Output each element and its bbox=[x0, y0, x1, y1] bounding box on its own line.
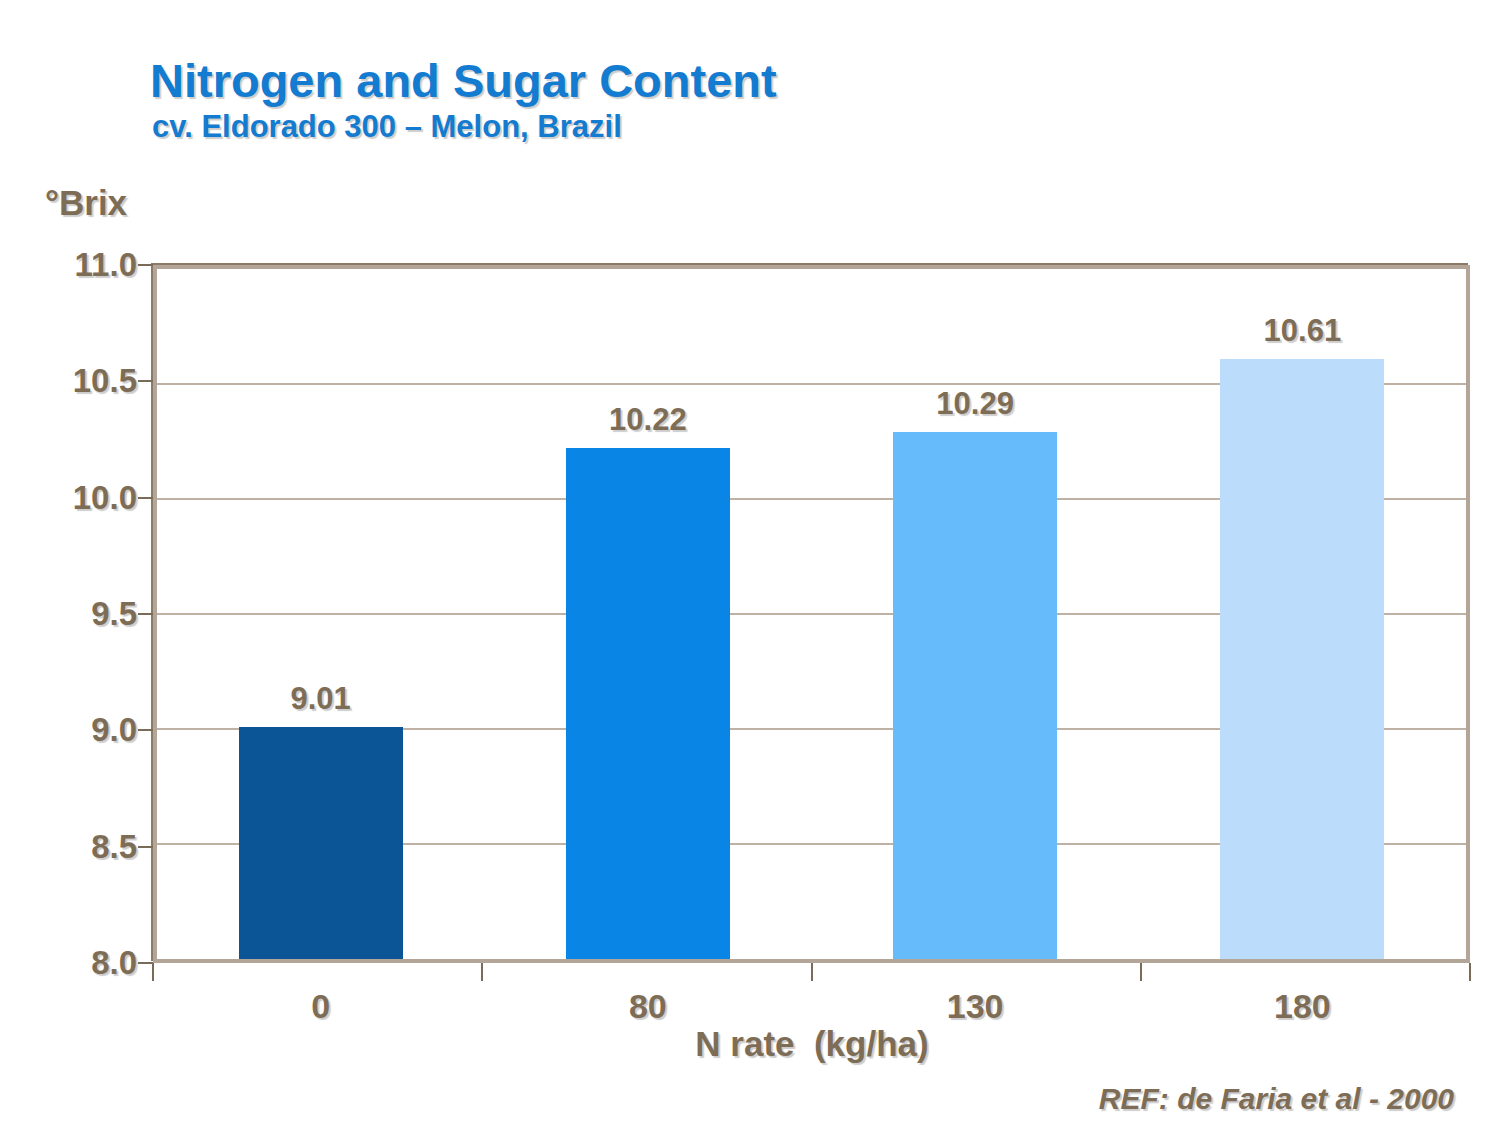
y-axis-title: °Brix bbox=[45, 183, 127, 223]
reference-text: REF: de Faria et al - 2000 bbox=[1099, 1082, 1454, 1116]
x-tick-mark bbox=[811, 963, 813, 981]
y-tick-label: 9.0 bbox=[0, 712, 137, 748]
y-tick-mark bbox=[138, 380, 153, 382]
y-tick-label: 10.5 bbox=[0, 363, 137, 399]
x-tick-mark bbox=[481, 963, 483, 981]
x-category-label: 80 bbox=[629, 987, 667, 1025]
y-tick-mark bbox=[138, 846, 153, 848]
y-tick-label: 10.0 bbox=[0, 480, 137, 516]
y-tick-mark bbox=[138, 962, 153, 964]
y-tick-label: 11.0 bbox=[0, 247, 137, 283]
x-tick-mark bbox=[1140, 963, 1142, 981]
y-tick-mark bbox=[138, 264, 153, 266]
y-tick-mark bbox=[138, 729, 153, 731]
x-axis-title: N rate (kg/ha) bbox=[695, 1024, 928, 1064]
x-category-label: 130 bbox=[947, 987, 1004, 1025]
plot-area bbox=[153, 265, 1470, 963]
y-tick-label: 8.5 bbox=[0, 829, 137, 865]
y-tick-mark bbox=[138, 613, 153, 615]
x-tick-mark bbox=[152, 963, 154, 981]
chart-subtitle: cv. Eldorado 300 – Melon, Brazil bbox=[152, 110, 622, 144]
chart-title: Nitrogen and Sugar Content bbox=[150, 56, 777, 105]
x-tick-mark bbox=[1469, 963, 1471, 981]
x-category-label: 0 bbox=[311, 987, 330, 1025]
y-tick-mark bbox=[138, 497, 153, 499]
x-category-label: 180 bbox=[1274, 987, 1331, 1025]
y-tick-label: 9.5 bbox=[0, 596, 137, 632]
y-tick-label: 8.0 bbox=[0, 945, 137, 981]
